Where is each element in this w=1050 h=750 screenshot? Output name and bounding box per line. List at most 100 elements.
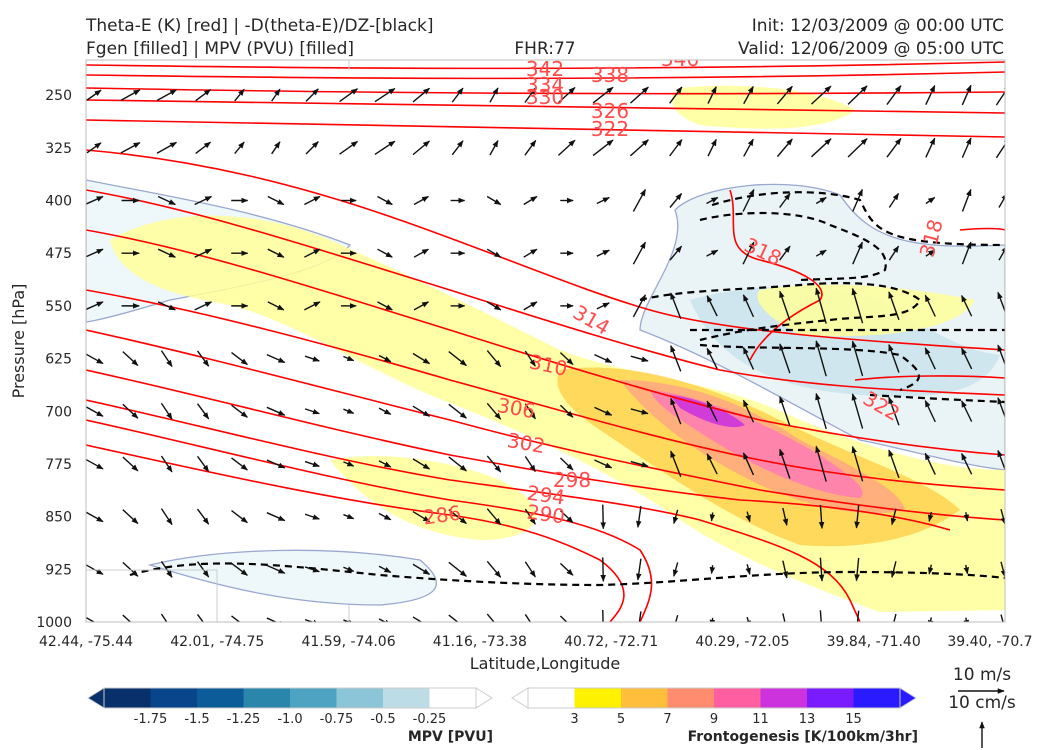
wind-vector	[998, 245, 1005, 261]
wind-vector	[86, 301, 104, 311]
wind-vector	[486, 560, 502, 578]
wind-vector	[231, 351, 248, 366]
wind-vector	[160, 508, 173, 526]
wind-vector	[486, 301, 502, 311]
colorbar-segment	[528, 688, 575, 708]
wind-vector	[378, 460, 392, 468]
wind-vector	[524, 403, 536, 420]
wind-vector	[742, 452, 755, 476]
wind-vector	[157, 301, 176, 311]
wind-vector	[782, 613, 786, 622]
wind-vector	[743, 85, 754, 105]
wind-vector	[963, 617, 970, 622]
wind-vector	[305, 88, 319, 102]
colorbar-tick-label: -1.75	[134, 712, 168, 727]
wind-vector	[890, 561, 897, 578]
wind-vector	[122, 351, 139, 367]
wind-vector	[925, 84, 936, 106]
wind-vector	[961, 400, 973, 422]
wind-vector	[886, 137, 902, 158]
colorbar-tick-label: 5	[617, 712, 625, 727]
y-axis-label: Pressure [hPa]	[9, 284, 28, 399]
wind-vector	[157, 195, 176, 206]
fgen-fill	[110, 85, 1005, 612]
wind-vector	[886, 85, 902, 105]
wind-vector	[304, 460, 320, 467]
colorbar-frame	[527, 687, 901, 709]
wind-vector	[524, 508, 536, 525]
wind-vector	[851, 340, 864, 377]
title-line1-left: Theta-E (K) [red] | -D(theta-E)/DZ-[blac…	[85, 16, 434, 36]
wind-vector	[742, 399, 755, 423]
wind-vector	[343, 513, 355, 520]
colorbar-segment	[243, 688, 291, 708]
colorbar-segment	[574, 688, 622, 708]
y-tick-label: 250	[45, 88, 72, 104]
colorbar-segment	[150, 688, 198, 708]
wind-vector	[961, 137, 972, 158]
title-line1-right: Init: 12/03/2009 @ 00:00 UTC	[752, 16, 1004, 36]
x-tick-label: 41.59, -74.06	[302, 634, 396, 650]
wind-vector	[413, 301, 430, 311]
x-axis: 42.44, -75.44 42.01, -74.75 41.59, -74.06 4…	[39, 634, 1033, 650]
wind-vector	[412, 458, 431, 470]
wind-vector	[815, 445, 827, 482]
colorbar-tick-label: 11	[752, 712, 769, 727]
wind-vector	[157, 248, 176, 258]
wind-vector	[600, 557, 606, 582]
wind-vector	[160, 560, 173, 578]
wind-vector	[523, 195, 538, 206]
wind-vector	[961, 347, 973, 370]
wind-vector	[120, 89, 141, 101]
wind-vector	[559, 562, 574, 576]
wind-vector	[266, 564, 286, 574]
wind-vector	[629, 139, 649, 157]
wind-vector	[195, 88, 212, 102]
wind-vector	[815, 249, 827, 257]
wind-vector	[195, 141, 212, 154]
theta-e-label: 342	[526, 57, 564, 81]
grid	[86, 60, 350, 622]
colorbar-tick-label: 9	[710, 712, 718, 727]
wind-vector	[489, 140, 499, 156]
theta-e-label: 322	[591, 117, 629, 141]
wind-vector	[523, 301, 538, 311]
wind-vector	[86, 616, 104, 622]
wind-vector	[632, 294, 647, 318]
colorbar-frame	[103, 687, 477, 709]
wind-vector	[524, 87, 537, 103]
wind-vector	[266, 617, 286, 622]
wind-vector	[196, 403, 210, 420]
wind-vector	[706, 400, 718, 422]
contour-labels: 342 338 346 334 330 326 322 318 318 314 …	[421, 47, 947, 530]
wind-vector	[819, 610, 822, 622]
wind-vector	[672, 509, 679, 525]
wind-vector	[160, 402, 173, 420]
wind-vector	[374, 140, 396, 155]
wind-vector	[374, 87, 396, 103]
wind-vector	[888, 396, 900, 426]
wind-vector	[557, 87, 576, 104]
wind-vector	[412, 405, 431, 417]
wind-vector	[779, 245, 791, 261]
wind-vector	[997, 397, 1005, 419]
theta-e-label: 346	[661, 47, 699, 71]
wind-vector	[925, 196, 936, 205]
wind-vector	[412, 563, 431, 575]
wind-vector	[745, 511, 751, 523]
wind-vector	[343, 461, 355, 467]
wind-vector	[779, 395, 791, 427]
fgen-colorbar: 3 5 7 9 11 13 15 Frontogenesis [K/100km/3hr]	[511, 687, 918, 745]
wind-vector	[524, 614, 532, 622]
wind-vector	[559, 352, 574, 366]
vector-key-horizontal: 10 m/s	[953, 665, 1011, 685]
wind-vector	[629, 86, 649, 104]
y-tick-label: 625	[45, 352, 72, 368]
wind-vector	[924, 294, 936, 317]
wind-vector	[636, 558, 642, 581]
wind-vector	[594, 459, 613, 469]
wind-vector	[486, 508, 502, 526]
wind-vector	[86, 564, 104, 575]
wind-vector	[888, 245, 900, 261]
